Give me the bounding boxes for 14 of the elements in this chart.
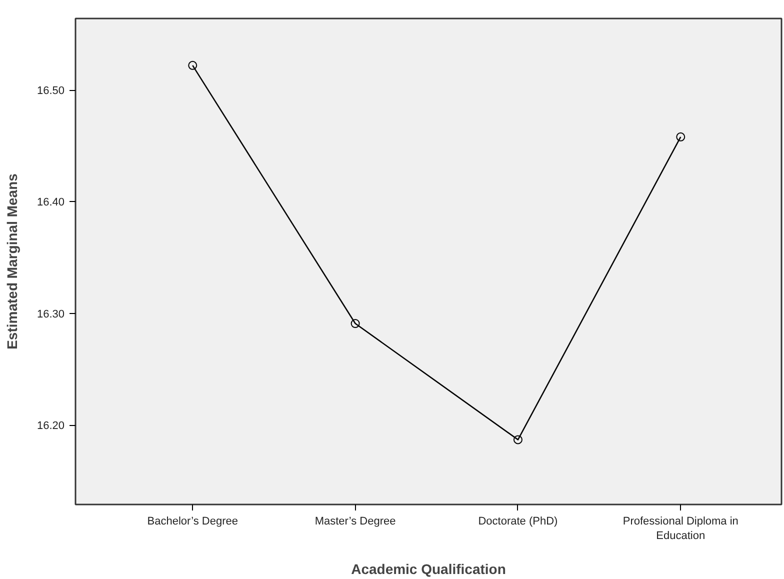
x-tick-label: Professional Diploma in Education bbox=[622, 516, 738, 542]
y-axis-title: Estimated Marginal Means bbox=[4, 173, 20, 350]
x-tick-label: Master’s Degree bbox=[314, 516, 396, 528]
x-tick-label: Doctorate (PhD) bbox=[478, 516, 558, 528]
y-tick-label: 16.50 bbox=[36, 85, 65, 98]
x-tick-label: Bachelor’s Degree bbox=[147, 516, 238, 528]
point bbox=[188, 60, 198, 70]
point bbox=[513, 435, 522, 444]
y-tick-label: 16.40 bbox=[36, 196, 65, 209]
y-tick-label: 16.30 bbox=[36, 308, 65, 320]
x-axis-title: Academic Qualification bbox=[351, 560, 506, 577]
y-tick-label: 16.20 bbox=[36, 420, 65, 432]
point bbox=[676, 132, 686, 142]
point bbox=[350, 319, 360, 328]
